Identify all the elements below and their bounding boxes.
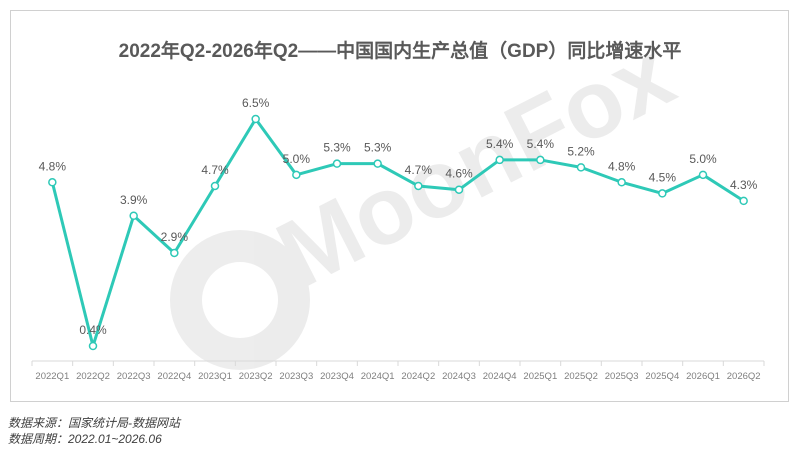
data-label: 4.3% [730, 178, 758, 192]
data-point [332, 159, 342, 168]
x-tick-label: 2026Q1 [686, 371, 720, 382]
x-tick-label: 2025Q4 [645, 371, 679, 382]
data-period-note: 数据周期：2022.01~2026.06 [8, 432, 162, 446]
x-tick-label: 2024Q4 [483, 371, 517, 382]
data-label: 3.9% [120, 193, 148, 207]
data-label: 5.0% [283, 152, 311, 166]
data-label: 5.2% [567, 144, 595, 158]
x-tick-label: 2025Q3 [605, 371, 639, 382]
data-label: 4.6% [445, 167, 473, 181]
data-label: 5.4% [527, 137, 555, 151]
chart-frame [10, 10, 789, 402]
data-label: 5.0% [689, 152, 717, 166]
x-tick-label: 2024Q1 [361, 371, 395, 382]
data-point [658, 189, 667, 198]
data-point [454, 185, 464, 194]
x-tick-label: 2023Q1 [198, 371, 232, 382]
x-tick-label: 2022Q3 [117, 371, 151, 382]
x-tick-label: 2022Q2 [76, 371, 110, 382]
data-point [373, 159, 382, 168]
data-point [536, 155, 545, 165]
data-point [170, 248, 179, 258]
data-point [698, 170, 708, 180]
data-label: 4.7% [405, 163, 433, 177]
data-label: 6.5% [242, 96, 270, 110]
x-tick-label: 2022Q4 [157, 371, 191, 382]
data-point [414, 181, 423, 191]
data-point [495, 155, 504, 165]
data-point [88, 341, 98, 351]
data-label: 4.8% [608, 159, 636, 173]
data-point [617, 178, 626, 187]
x-tick-label: 2026Q2 [727, 371, 761, 382]
data-label: 4.7% [201, 163, 229, 177]
data-label: 4.8% [39, 159, 67, 173]
data-point [251, 114, 260, 124]
data-point [739, 196, 748, 206]
x-tick-label: 2025Q2 [564, 371, 598, 382]
data-label: 5.4% [486, 137, 514, 151]
data-source-note: 数据来源：国家统计局-数据网站 [8, 416, 180, 430]
chart-title: 2022年Q2-2026年Q2——中国国内生产总值（GDP）同比增速水平 [118, 41, 682, 62]
data-label: 5.3% [323, 141, 351, 155]
x-tick-label: 2023Q4 [320, 371, 354, 382]
x-tick-label: 2024Q2 [401, 371, 435, 382]
data-point [210, 181, 220, 191]
data-point [292, 170, 301, 180]
x-tick-label: 2023Q3 [279, 371, 313, 382]
watermark-logo-icon [169, 229, 311, 371]
x-tick-label: 2023Q2 [239, 371, 273, 382]
data-label: 0.4% [79, 323, 107, 337]
data-label: 4.5% [649, 170, 677, 184]
gdp-series-line [50, 117, 745, 348]
data-label: 5.3% [364, 141, 392, 155]
data-label: 2.9% [161, 230, 189, 244]
x-tick-label: 2024Q3 [442, 371, 476, 382]
data-point [48, 178, 57, 187]
x-tick-label: 2022Q1 [35, 371, 69, 382]
data-point [129, 211, 138, 221]
x-tick-label: 2025Q1 [523, 371, 557, 382]
data-point [576, 163, 586, 172]
